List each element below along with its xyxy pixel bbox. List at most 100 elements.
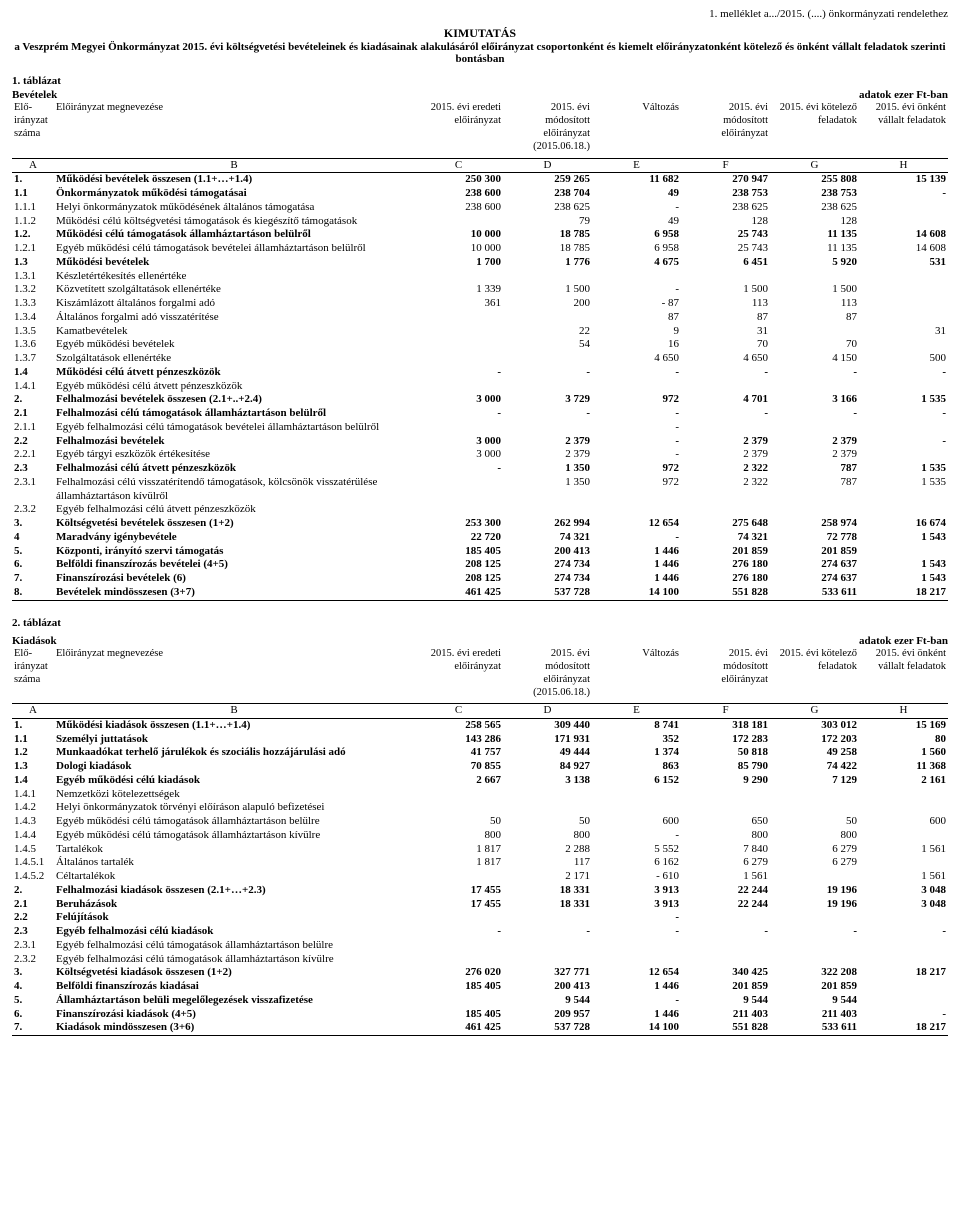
cell [503, 352, 592, 366]
cell: Költségvetési kiadások összesen (1+2) [54, 966, 414, 980]
cell: 1 560 [859, 746, 948, 760]
cell: 6 958 [592, 228, 681, 242]
cell: 14 100 [592, 1021, 681, 1035]
cell: 11 135 [770, 228, 859, 242]
cell: Finanszírozási bevételek (6) [54, 572, 414, 586]
table-row: 3.Költségvetési kiadások összesen (1+2)2… [12, 966, 948, 980]
cell: 9 290 [681, 774, 770, 788]
cell: 537 728 [503, 586, 592, 600]
cell: 31 [859, 325, 948, 339]
cell [770, 788, 859, 802]
cell: 12 654 [592, 966, 681, 980]
cell: - [592, 407, 681, 421]
cell: 500 [859, 352, 948, 366]
cell: 327 771 [503, 966, 592, 980]
cell: 262 994 [503, 517, 592, 531]
table-row: 2.Felhalmozási bevételek összesen (2.1+.… [12, 393, 948, 407]
cell [859, 939, 948, 953]
cell [414, 325, 503, 339]
cell: 18 217 [859, 966, 948, 980]
cell: 1 446 [592, 545, 681, 559]
cell: 72 778 [770, 531, 859, 545]
cell: 9 544 [503, 994, 592, 1008]
cell [859, 448, 948, 462]
cell: - [859, 925, 948, 939]
cell: 14 100 [592, 586, 681, 600]
cell: 787 [770, 476, 859, 504]
cell: 6 279 [681, 856, 770, 870]
cell [770, 503, 859, 517]
cell [503, 270, 592, 284]
cell [859, 380, 948, 394]
cell: - [592, 911, 681, 925]
cell: 1.3.3 [12, 297, 54, 311]
cell: Egyéb működési bevételek [54, 338, 414, 352]
letter-cell: A [12, 158, 54, 173]
cell [414, 911, 503, 925]
cell: Egyéb működési célú támogatások államház… [54, 829, 414, 843]
table-row: 1.2.1Egyéb működési célú támogatások bev… [12, 242, 948, 256]
cell: 12 654 [592, 517, 681, 531]
cell: 274 637 [770, 572, 859, 586]
cell: 1.4.3 [12, 815, 54, 829]
cell: 1 446 [592, 1008, 681, 1022]
cell: 600 [592, 815, 681, 829]
cell: 3 913 [592, 884, 681, 898]
cell: 2.1 [12, 407, 54, 421]
cell: 276 180 [681, 558, 770, 572]
cell: 49 [592, 187, 681, 201]
cell: 4 675 [592, 256, 681, 270]
cell: 49 [592, 215, 681, 229]
cell: 2.1.1 [12, 421, 54, 435]
col-header-d: 2015. évi módosított előirányzat (2015.0… [503, 101, 592, 158]
cell: Felhalmozási kiadások összesen (2.1+…+2.… [54, 884, 414, 898]
cell: 1.2.1 [12, 242, 54, 256]
cell: 1.4.5.1 [12, 856, 54, 870]
table-row: 1.4.5.2Céltartalékok2 171- 6101 5611 561 [12, 870, 948, 884]
cell: 17 455 [414, 884, 503, 898]
cell: 200 [503, 297, 592, 311]
cell [592, 953, 681, 967]
cell [592, 801, 681, 815]
cell: - [681, 407, 770, 421]
cell: 1 446 [592, 558, 681, 572]
cell: 14 608 [859, 242, 948, 256]
cell: 113 [770, 297, 859, 311]
cell: 6 279 [770, 856, 859, 870]
cell: 1 500 [770, 283, 859, 297]
cell [770, 953, 859, 967]
cell: Munkaadókat terhelő járulékok és szociál… [54, 746, 414, 760]
cell: 1 500 [503, 283, 592, 297]
cell: 22 244 [681, 898, 770, 912]
cell [859, 311, 948, 325]
cell [681, 270, 770, 284]
cell: 16 [592, 338, 681, 352]
cell: 1 446 [592, 572, 681, 586]
cell: Egyéb működési célú kiadások [54, 774, 414, 788]
table2-section-right: adatok ezer Ft-ban [859, 635, 948, 647]
col-header-e: Változás [592, 647, 681, 704]
cell: Önkormányzatok működési támogatásai [54, 187, 414, 201]
cell: 787 [770, 462, 859, 476]
cell: 1.1.2 [12, 215, 54, 229]
cell: 14 608 [859, 228, 948, 242]
cell: 1 446 [592, 980, 681, 994]
cell: 9 544 [681, 994, 770, 1008]
cell [414, 801, 503, 815]
cell: 80 [859, 733, 948, 747]
cell: 49 258 [770, 746, 859, 760]
table-row: 1.3.7Szolgáltatások ellenértéke4 6504 65… [12, 352, 948, 366]
table1-label: 1. táblázat [12, 75, 948, 87]
table-row: 2.2Felhalmozási bevételek3 0002 379-2 37… [12, 435, 948, 449]
cell: 2 171 [503, 870, 592, 884]
cell: 600 [859, 815, 948, 829]
cell: 15 169 [859, 718, 948, 732]
cell: 201 859 [681, 980, 770, 994]
table2-section-left: Kiadások [12, 635, 57, 647]
cell: 258 565 [414, 718, 503, 732]
cell [503, 503, 592, 517]
cell: Államháztartáson belüli megelőlegezések … [54, 994, 414, 1008]
table-row: 2.3.1Egyéb felhalmozási célú támogatások… [12, 939, 948, 953]
cell: Helyi önkormányzatok működésének általán… [54, 201, 414, 215]
table-row: 2.3Egyéb felhalmozási célú kiadások-----… [12, 925, 948, 939]
